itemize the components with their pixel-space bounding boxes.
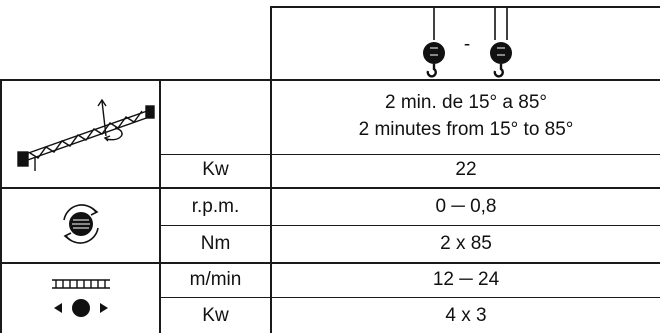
divider <box>160 225 660 226</box>
border-left <box>0 79 2 333</box>
border-left-header <box>270 6 272 81</box>
unit-label: r.p.m. <box>191 196 240 217</box>
divider <box>0 262 660 264</box>
divider <box>160 297 660 298</box>
slewing-icon <box>56 198 106 250</box>
row-value: 12 ─ 24 <box>432 269 500 290</box>
row-value: 22 <box>455 159 477 180</box>
double-hook-icon <box>423 8 512 78</box>
column-divider <box>159 79 161 333</box>
unit-label: m/min <box>189 269 242 290</box>
divider <box>0 187 660 189</box>
row-value: 2 minutes from 15° to 85° <box>358 119 574 140</box>
hoist-header <box>410 8 530 80</box>
header-separator: - <box>463 34 471 55</box>
border-header-bottom <box>0 79 660 81</box>
unit-label: Kw <box>202 159 229 180</box>
luffing-boom-icon <box>10 96 155 174</box>
unit-label: Kw <box>202 305 229 326</box>
divider <box>160 154 660 155</box>
row-value: 0 ─ 0,8 <box>435 196 497 217</box>
row-value: 2 min. de 15° a 85° <box>384 92 548 113</box>
unit-label: Nm <box>200 233 231 254</box>
border-top <box>270 6 660 8</box>
row-value: 4 x 3 <box>445 305 487 326</box>
trolley-travel-icon <box>48 274 114 326</box>
column-divider <box>270 79 272 333</box>
row-value: 2 x 85 <box>440 233 492 254</box>
